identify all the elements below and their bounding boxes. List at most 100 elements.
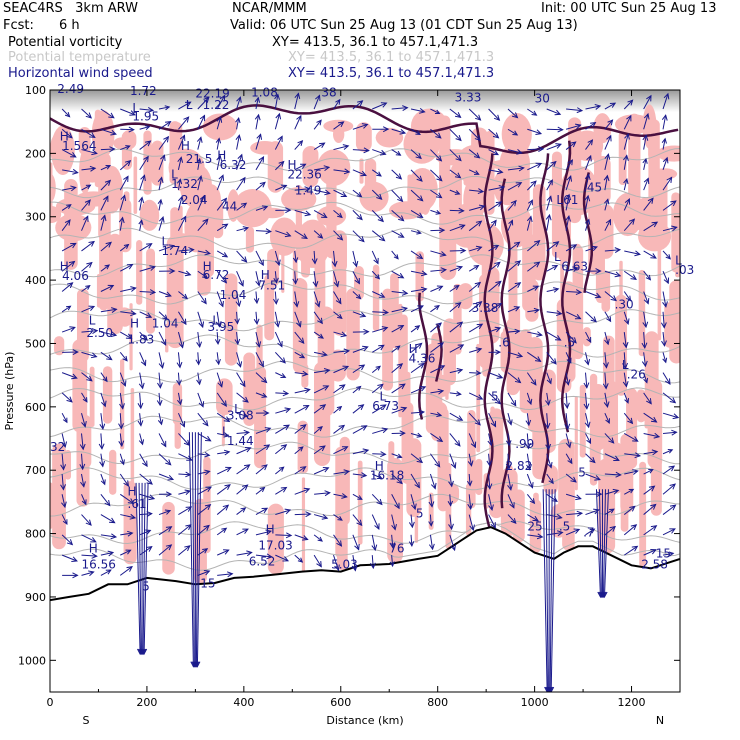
wind-vector xyxy=(604,249,621,252)
wind-vector-head xyxy=(66,132,73,139)
wind-vector xyxy=(275,424,290,434)
wind-vector-head xyxy=(661,340,667,347)
wind-vector-head xyxy=(534,356,542,362)
wind-vector-head xyxy=(300,466,307,472)
wind-vector xyxy=(333,145,349,151)
wind-vector-head xyxy=(418,409,426,416)
wind-vector xyxy=(197,392,204,407)
wind-vector-head xyxy=(361,123,369,129)
wind-vector xyxy=(255,291,258,304)
wind-vector-head xyxy=(437,388,445,395)
wind-vector-head xyxy=(590,121,597,128)
wind-vector xyxy=(158,544,172,556)
wind-vector xyxy=(81,262,93,272)
wind-vector xyxy=(488,108,500,121)
wind-vector xyxy=(216,175,224,191)
wind-vector xyxy=(371,493,383,505)
wind-vector-head xyxy=(335,297,342,305)
wind-vector xyxy=(81,372,93,382)
contour-label: 5 xyxy=(578,466,586,480)
wind-vector xyxy=(585,174,590,191)
wind-vector-head xyxy=(316,119,322,126)
wind-vector-head xyxy=(456,415,464,421)
wind-vector-head xyxy=(71,556,78,562)
wind-vector-head xyxy=(196,379,202,386)
wind-vector-head xyxy=(643,112,650,120)
y-axis-label: Pressure (hPa) xyxy=(3,352,16,431)
wind-vector-head xyxy=(246,550,253,557)
wind-vector-head xyxy=(303,405,310,411)
pv-shade-blob xyxy=(448,203,486,248)
wind-vector xyxy=(585,473,601,481)
wind-vector xyxy=(197,570,210,576)
wind-vector xyxy=(197,332,201,348)
wind-vector xyxy=(216,95,226,110)
header-valid: Valid: 06 UTC Sun 25 Aug 13 (01 CDT Sun … xyxy=(230,18,578,33)
wind-vector xyxy=(488,261,501,272)
wind-vector-head xyxy=(164,105,171,111)
wind-vector-head xyxy=(300,163,307,169)
wind-vector-head xyxy=(420,286,428,293)
wind-vector xyxy=(236,271,244,287)
wind-vector-head xyxy=(428,543,435,551)
pv-shade-blob xyxy=(589,373,598,486)
pv-shade-blob xyxy=(302,146,319,188)
wind-vector-head xyxy=(375,365,381,371)
wind-vector xyxy=(662,528,676,536)
wind-vector-head xyxy=(363,328,370,335)
pv-contour xyxy=(418,292,429,420)
wind-vector-head xyxy=(400,406,408,413)
wind-vector-head xyxy=(256,133,263,140)
wind-vector-head xyxy=(606,316,612,323)
wind-vector xyxy=(449,514,453,530)
wind-vector xyxy=(197,176,202,191)
wind-vector xyxy=(488,149,499,156)
wind-vector xyxy=(430,322,442,333)
wind-vector-head xyxy=(100,400,107,408)
wind-vector xyxy=(61,433,66,448)
wind-vector xyxy=(255,206,268,211)
wind-vector-head xyxy=(453,284,460,290)
wind-vector-head xyxy=(634,250,641,257)
wind-vector xyxy=(410,325,420,333)
wind-vector xyxy=(352,386,361,394)
wind-vector xyxy=(139,473,153,485)
wind-vector xyxy=(391,128,406,134)
wind-vector-head xyxy=(203,524,210,531)
wind-vector-head xyxy=(125,145,131,150)
wind-vector xyxy=(255,554,272,558)
wind-vector xyxy=(216,138,220,150)
wind-vector-head xyxy=(64,111,71,118)
header-field3-xy: XY= 413.5, 36.1 to 457.1,471.3 xyxy=(288,66,495,81)
wind-vector-head xyxy=(454,112,462,118)
wind-vector-head xyxy=(553,287,560,293)
wind-vector-head xyxy=(182,293,189,300)
wind-vector-head xyxy=(258,259,264,267)
wind-vector xyxy=(119,195,126,211)
wind-vector xyxy=(527,108,537,116)
wind-vector-head xyxy=(254,113,261,121)
wind-vector-head xyxy=(71,373,78,380)
wind-vector xyxy=(662,177,673,191)
wind-vector-head xyxy=(376,498,383,506)
wind-vector-head xyxy=(356,519,363,527)
pv-shade-blob xyxy=(529,499,542,553)
wind-vector xyxy=(313,142,325,150)
wind-vector-head xyxy=(127,498,135,505)
wind-vector-head xyxy=(586,154,592,162)
wind-vector xyxy=(469,189,484,193)
wind-vector-head xyxy=(663,92,670,100)
wind-vector xyxy=(469,348,482,353)
wind-vector xyxy=(545,489,549,692)
wind-vector xyxy=(352,311,366,317)
wind-vector-head xyxy=(514,260,522,267)
wind-vector xyxy=(81,433,84,450)
wind-vector xyxy=(371,230,385,242)
wind-vector xyxy=(294,271,297,284)
wind-vector xyxy=(507,241,520,252)
wind-vector-head xyxy=(160,440,167,448)
wind-vector-head xyxy=(557,126,564,133)
wind-vector-head xyxy=(671,225,678,232)
wind-vector xyxy=(197,250,210,255)
